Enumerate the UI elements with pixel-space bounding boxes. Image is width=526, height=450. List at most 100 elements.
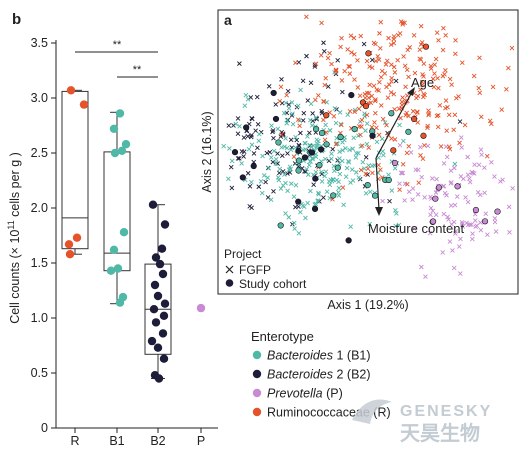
fgfp-point [237,61,242,66]
fgfp-point [470,236,475,242]
fgfp-point [313,115,319,120]
fgfp-point [443,98,449,103]
fgfp-point [280,132,286,138]
study-cohort-point [330,192,337,199]
fgfp-point [309,123,315,128]
fgfp-point [365,166,371,172]
fgfp-point [307,130,312,136]
study-cohort-point [316,162,323,169]
fgfp-point [419,264,424,270]
fgfp-point [378,19,384,25]
fgfp-point [403,84,408,90]
study-cohort-point [239,174,246,181]
study-cohort-point [390,147,397,154]
fgfp-point [363,154,369,160]
fgfp-point [378,74,384,80]
fgfp-point [340,89,345,95]
fgfp-point [341,202,346,208]
fgfp-point [371,83,377,89]
fgfp-point [259,190,265,196]
study-cohort-point [301,154,309,161]
fgfp-point [247,183,253,189]
fgfp-point [351,135,357,141]
study-cohort-point [275,139,282,146]
fgfp-point [397,181,402,186]
fgfp-point [446,217,451,222]
study-cohort-point [231,149,239,156]
fgfp-point [298,209,303,215]
fgfp-point [408,150,414,155]
study-cohort-point [295,167,302,174]
fgfp-point [458,135,464,140]
enterotype-label: Bacteroides 1 (B1) [267,349,371,363]
fgfp-point [446,112,452,118]
fgfp-point [386,35,391,41]
arrows: Age Moisture content [368,75,464,236]
fgfp-point [415,93,421,99]
fgfp-point [233,121,239,127]
fgfp-point [347,71,353,76]
project-legend-bg [221,242,339,292]
y-tick-label: 0 [41,421,48,435]
fgfp-point [417,47,423,52]
fgfp-point [246,146,252,152]
fgfp-point [249,205,254,211]
point-b1 [115,298,125,307]
fgfp-point [367,189,373,195]
fgfp-point [266,84,272,89]
y-ticks: 0 0.5 1.0 1.5 2.0 2.5 3.0 3.5 [31,36,56,435]
fgfp-point [445,214,450,220]
fgfp-point [275,161,280,166]
point-r [79,100,89,109]
fgfp-point [282,172,287,177]
fgfp-point [258,179,264,184]
fgfp-point [441,183,447,189]
fgfp-point [483,211,489,216]
enterotype-swatch [252,388,262,398]
fgfp-point [478,227,484,233]
fgfp-point [400,162,406,167]
study-cohort-point [364,182,371,189]
fgfp-point [328,177,333,183]
fgfp-point [377,46,383,51]
fgfp-point [431,84,437,90]
fgfp-point [356,175,362,180]
fgfp-point [346,158,351,164]
fgfp-point [266,165,272,171]
fgfp-point [267,149,273,155]
fgfp-point [418,57,424,62]
fgfp-point [245,96,251,102]
study-cohort-point [295,198,302,205]
fgfp-point [318,53,324,58]
fgfp-point [386,172,391,178]
fgfp-point [270,128,276,133]
fgfp-point [386,82,392,87]
fgfp-point [469,222,474,227]
fgfp-point [279,153,285,159]
fgfp-point [260,153,265,159]
fgfp-point [315,198,321,204]
fgfp-point [366,95,372,101]
fgfp-point [446,144,452,150]
fgfp-point [422,142,427,148]
fgfp-point [415,120,421,125]
fgfp-point [293,134,298,140]
age-label: Age [411,75,434,90]
study-cohort-point [270,89,277,97]
fgfp-point [313,61,319,67]
fgfp-point [236,155,242,161]
fgfp-point [443,32,448,38]
fgfp-point [284,117,290,123]
fgfp-point [376,57,382,62]
point-r [65,250,75,259]
study-cohort-legend-label: Study cohort [239,277,307,291]
fgfp-point [353,155,359,160]
fgfp-point [426,112,431,118]
fgfp-point [276,170,282,176]
point-r [72,233,82,242]
fgfp-point [235,116,241,121]
fgfp-point [275,175,281,180]
y-tick-label: 2.0 [31,201,48,215]
fgfp-point [296,231,302,236]
